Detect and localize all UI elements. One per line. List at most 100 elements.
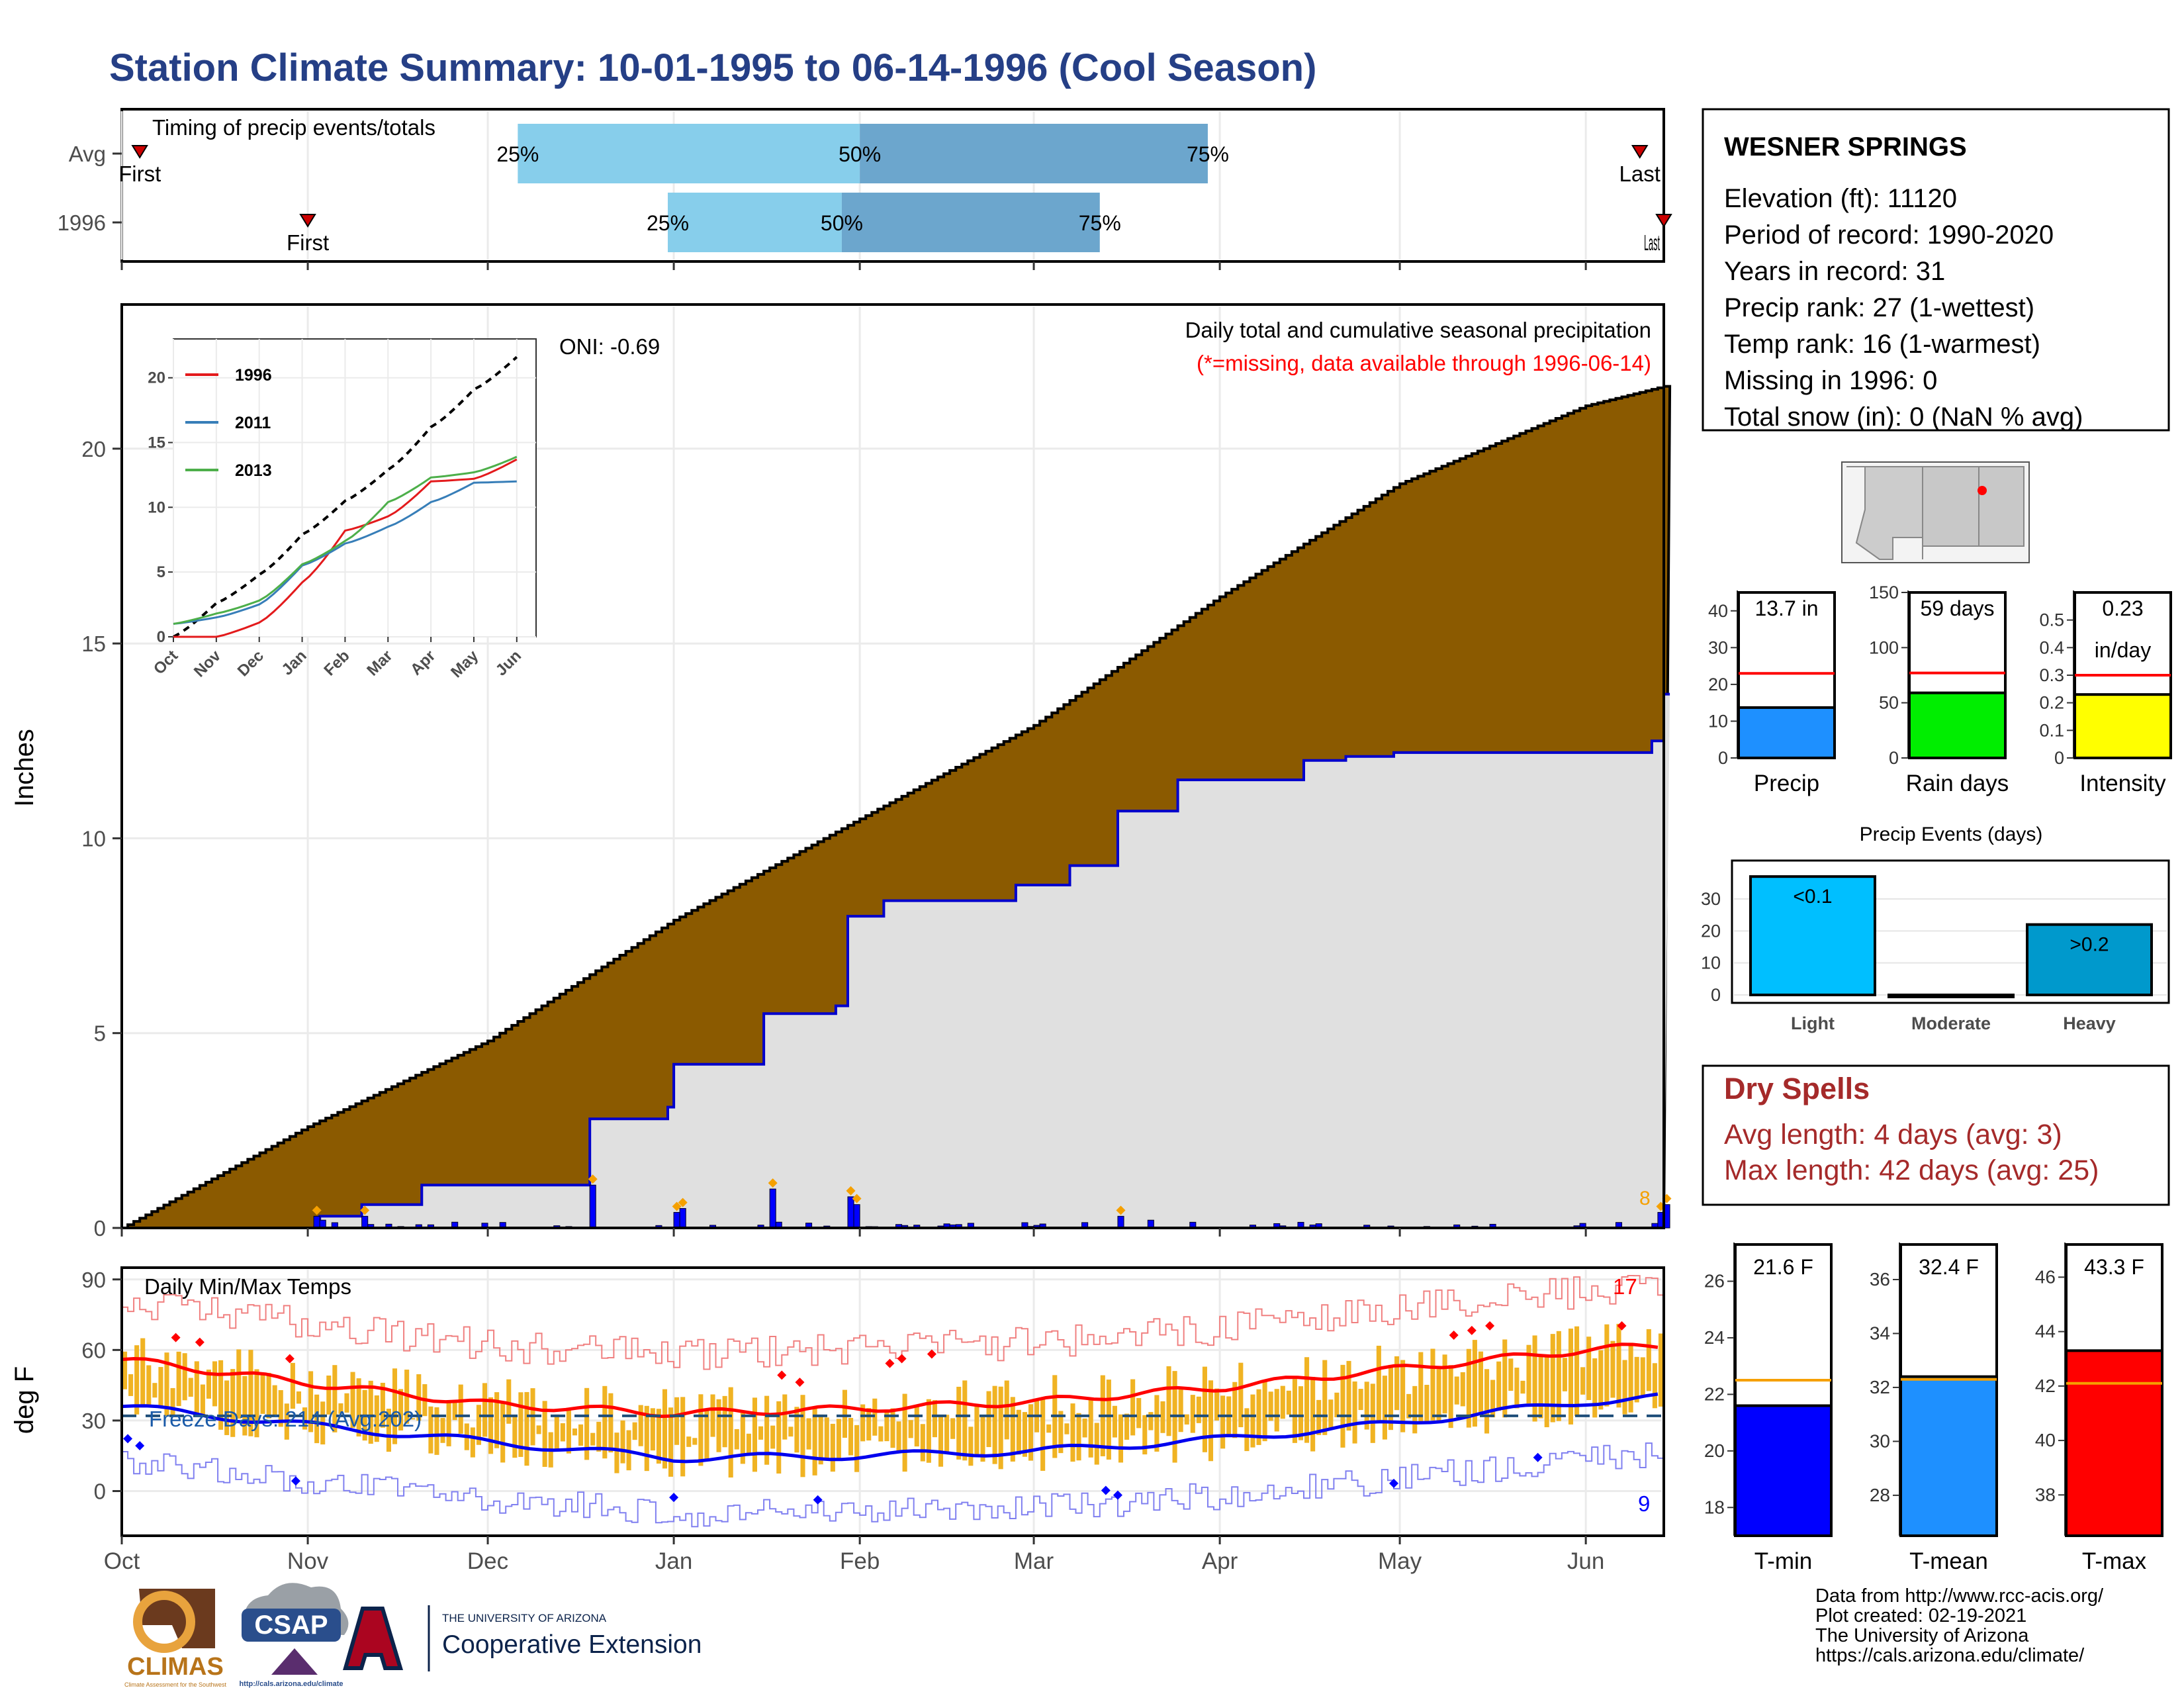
precip-ytick-label: 20 [81,437,106,461]
inset-legend-label: 2013 [235,461,272,480]
daily-temp-bar [1298,1386,1304,1440]
daily-temp-bar [1490,1380,1496,1418]
station-line: Elevation (ft): 11120 [1724,184,1957,213]
observed-cumulative-area [122,694,1670,1228]
daily-temp-bar [1610,1340,1615,1398]
month-label: Dec [467,1548,508,1574]
temp-bar-ytick-label: 30 [1870,1430,1890,1451]
extreme-high-marker [885,1358,895,1368]
daily-temp-bar [1208,1380,1214,1462]
station-line: Missing in 1996: 0 [1724,366,1937,395]
events-ytick-label: 30 [1701,889,1721,909]
daily-temp-bar [1358,1389,1363,1411]
extreme-low-marker [291,1476,300,1486]
daily-temp-bar [1322,1360,1328,1435]
extreme-high-marker [897,1354,907,1364]
mini-bar-value-label: 13.7 in [1754,596,1818,620]
daily-temp-bar [410,1418,416,1420]
extreme-high-marker [1485,1321,1495,1331]
daily-temp-bar [272,1385,277,1415]
mini-bar-ytick-label: 150 [1869,583,1899,602]
daily-temp-bar [1130,1379,1136,1436]
daily-temp-bar [1622,1360,1627,1415]
daily-temp-bar [884,1411,889,1442]
daily-temp-bar [242,1376,248,1436]
daily-temp-bar [722,1395,727,1448]
mini-bar-ytick-label: 10 [1708,711,1728,731]
daily-temp-bar [1484,1369,1490,1434]
daily-temp-bar [356,1378,361,1437]
extreme-high-marker [777,1370,787,1380]
mini-bar-name: Intensity [2079,771,2166,796]
daily-temp-bar [1562,1358,1567,1391]
daily-temp-bar [1508,1358,1514,1391]
daily-temp-bar [716,1399,721,1452]
daily-temp-bar [1382,1376,1387,1440]
daily-precip-bar [673,1211,680,1229]
month-label: Apr [1202,1548,1238,1574]
daily-temp-bar [1250,1394,1255,1448]
daily-temp-bar [164,1352,169,1417]
month-label: Feb [840,1548,880,1574]
observed-cumulative-line [122,692,1670,1229]
station-info-box: WESNER SPRINGS Elevation (ft): 11120 Per… [1702,108,2170,432]
month-label: May [1378,1548,1422,1574]
dry-spells-avg: Avg length: 4 days (avg: 3) [1724,1119,2062,1150]
daily-temp-bar [1016,1409,1021,1455]
precip-events-title: Precip Events (days) [1860,823,2043,845]
daily-precip-bar [361,1215,369,1229]
temp-ytick-label: 60 [81,1338,106,1362]
daily-temp-bar [770,1425,776,1449]
extreme-precip-marker [852,1194,862,1203]
station-line: Temp rank: 16 (1-warmest) [1724,330,2040,359]
daily-temp-bar [1496,1361,1502,1411]
daily-temp-bar [950,1418,956,1439]
daily-temp-bar [344,1393,349,1413]
daily-temp-bar [1142,1415,1148,1455]
extreme-precip-marker [678,1197,688,1207]
daily-temp-bar [1154,1395,1160,1452]
first-event-label: First [287,230,329,255]
daily-temp-bar [680,1397,686,1477]
daily-precip-bar [769,1188,776,1229]
daily-temp-bar [1412,1385,1418,1434]
temp-bar-ytick-label: 38 [2035,1484,2056,1505]
inset-ytick-label: 15 [148,434,165,452]
oni-label: ONI: -0.69 [559,334,660,359]
daily-temp-bar [560,1423,565,1442]
precip-ytick-label: 15 [81,632,106,656]
temp-bar-value-label: 32.4 F [1919,1255,1979,1279]
inset-ytick-label: 10 [148,498,165,516]
events-category-label: Moderate [1911,1013,1991,1033]
daily-temp-bar [1262,1382,1267,1442]
daily-temp-bar [1616,1323,1621,1408]
daily-temp-bar [434,1407,439,1455]
daily-temp-bar [908,1420,913,1438]
daily-temp-bar [1220,1395,1226,1449]
daily-temp-bar [518,1392,523,1457]
temp-panel: Daily Min/Max Temps Freeze Days: 214 (Av… [10,1266,1665,1537]
daily-temp-bar [1256,1389,1261,1445]
last-event-marker [1631,145,1649,159]
daily-temp-bar [1316,1399,1322,1435]
daily-temp-bar [1406,1393,1412,1419]
freeze-days-label: Freeze Days: 214 (Avg:202) [149,1407,422,1431]
daily-temp-bar [512,1415,518,1458]
daily-temp-bar [608,1393,614,1453]
precip-legend-line1: Daily total and cumulative seasonal prec… [1185,318,1651,342]
daily-temp-bar [938,1416,944,1467]
temp-bar-ytick-label: 22 [1704,1383,1725,1404]
daily-temp-bar [392,1368,398,1444]
daily-temp-bar [602,1385,608,1459]
daily-temp-bar [1112,1405,1117,1438]
daily-temp-bar [1244,1408,1250,1452]
daily-temp-bar [1124,1413,1130,1440]
inset-legend-label: 1996 [235,366,272,385]
extreme-high-marker [1467,1325,1477,1335]
daily-temp-bar [176,1351,181,1407]
daily-temp-bar [1604,1324,1610,1407]
daily-temp-bar [836,1419,841,1458]
daily-temp-bar [776,1401,782,1474]
daily-temp-bar [1436,1369,1441,1422]
daily-temp-bar [956,1386,962,1460]
